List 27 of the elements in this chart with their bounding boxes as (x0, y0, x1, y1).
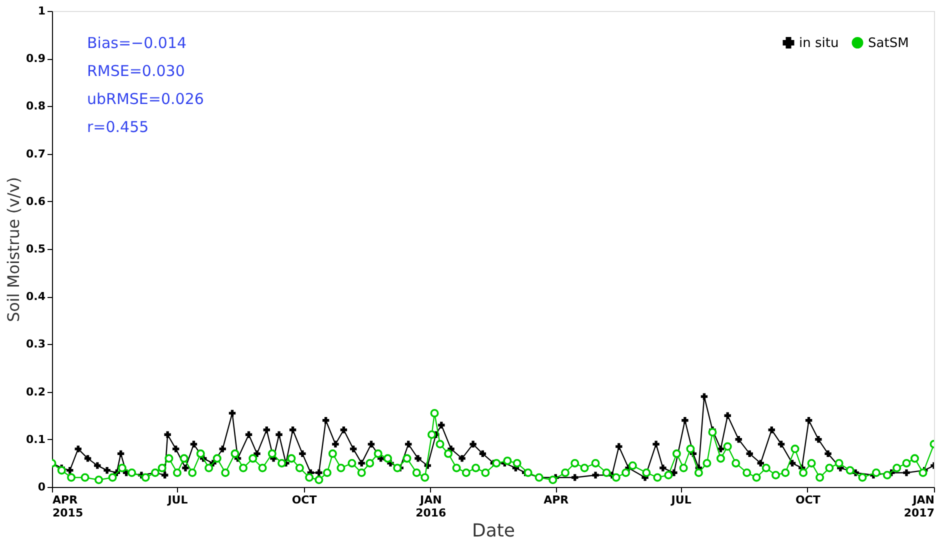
y-tick-label: 1 (38, 4, 46, 18)
x-tick-label: JUL (670, 494, 692, 506)
x-tick-label: JAN 2017 (904, 494, 934, 520)
annotation: r=0.455 (87, 118, 149, 136)
annotation: ubRMSE=0.026 (87, 90, 204, 108)
y-tick-label: 0.7 (26, 147, 46, 160)
y-tick-label: 0.3 (26, 338, 46, 351)
legend-label: SatSM (868, 36, 909, 51)
y-tick-label: 0.1 (26, 432, 46, 446)
x-tick-label: OCT (795, 494, 821, 506)
legend-label: in situ (799, 36, 839, 51)
y-axis-title: Soil Moistrue (v/v) (4, 176, 24, 322)
x-tick-label: JAN 2016 (416, 494, 447, 520)
y-tick-label: 0.6 (26, 194, 46, 208)
y-tick-label: 0 (38, 480, 46, 494)
x-tick-label: APR 2015 (52, 494, 84, 520)
x-tick-label: APR (544, 494, 570, 506)
annotation: RMSE=0.030 (87, 62, 185, 80)
y-tick-label: 0.4 (26, 290, 46, 304)
y-tick-label: 0.8 (26, 100, 46, 113)
annotation: Bias=−0.014 (87, 34, 187, 52)
x-tick-label: OCT (292, 494, 318, 506)
y-tick-label: 0.9 (26, 52, 46, 66)
x-axis-title: Date (472, 520, 516, 542)
y-tick-label: 0.5 (26, 242, 46, 256)
y-tick-label: 0.2 (26, 385, 46, 398)
x-tick-label: JUL (166, 494, 188, 506)
